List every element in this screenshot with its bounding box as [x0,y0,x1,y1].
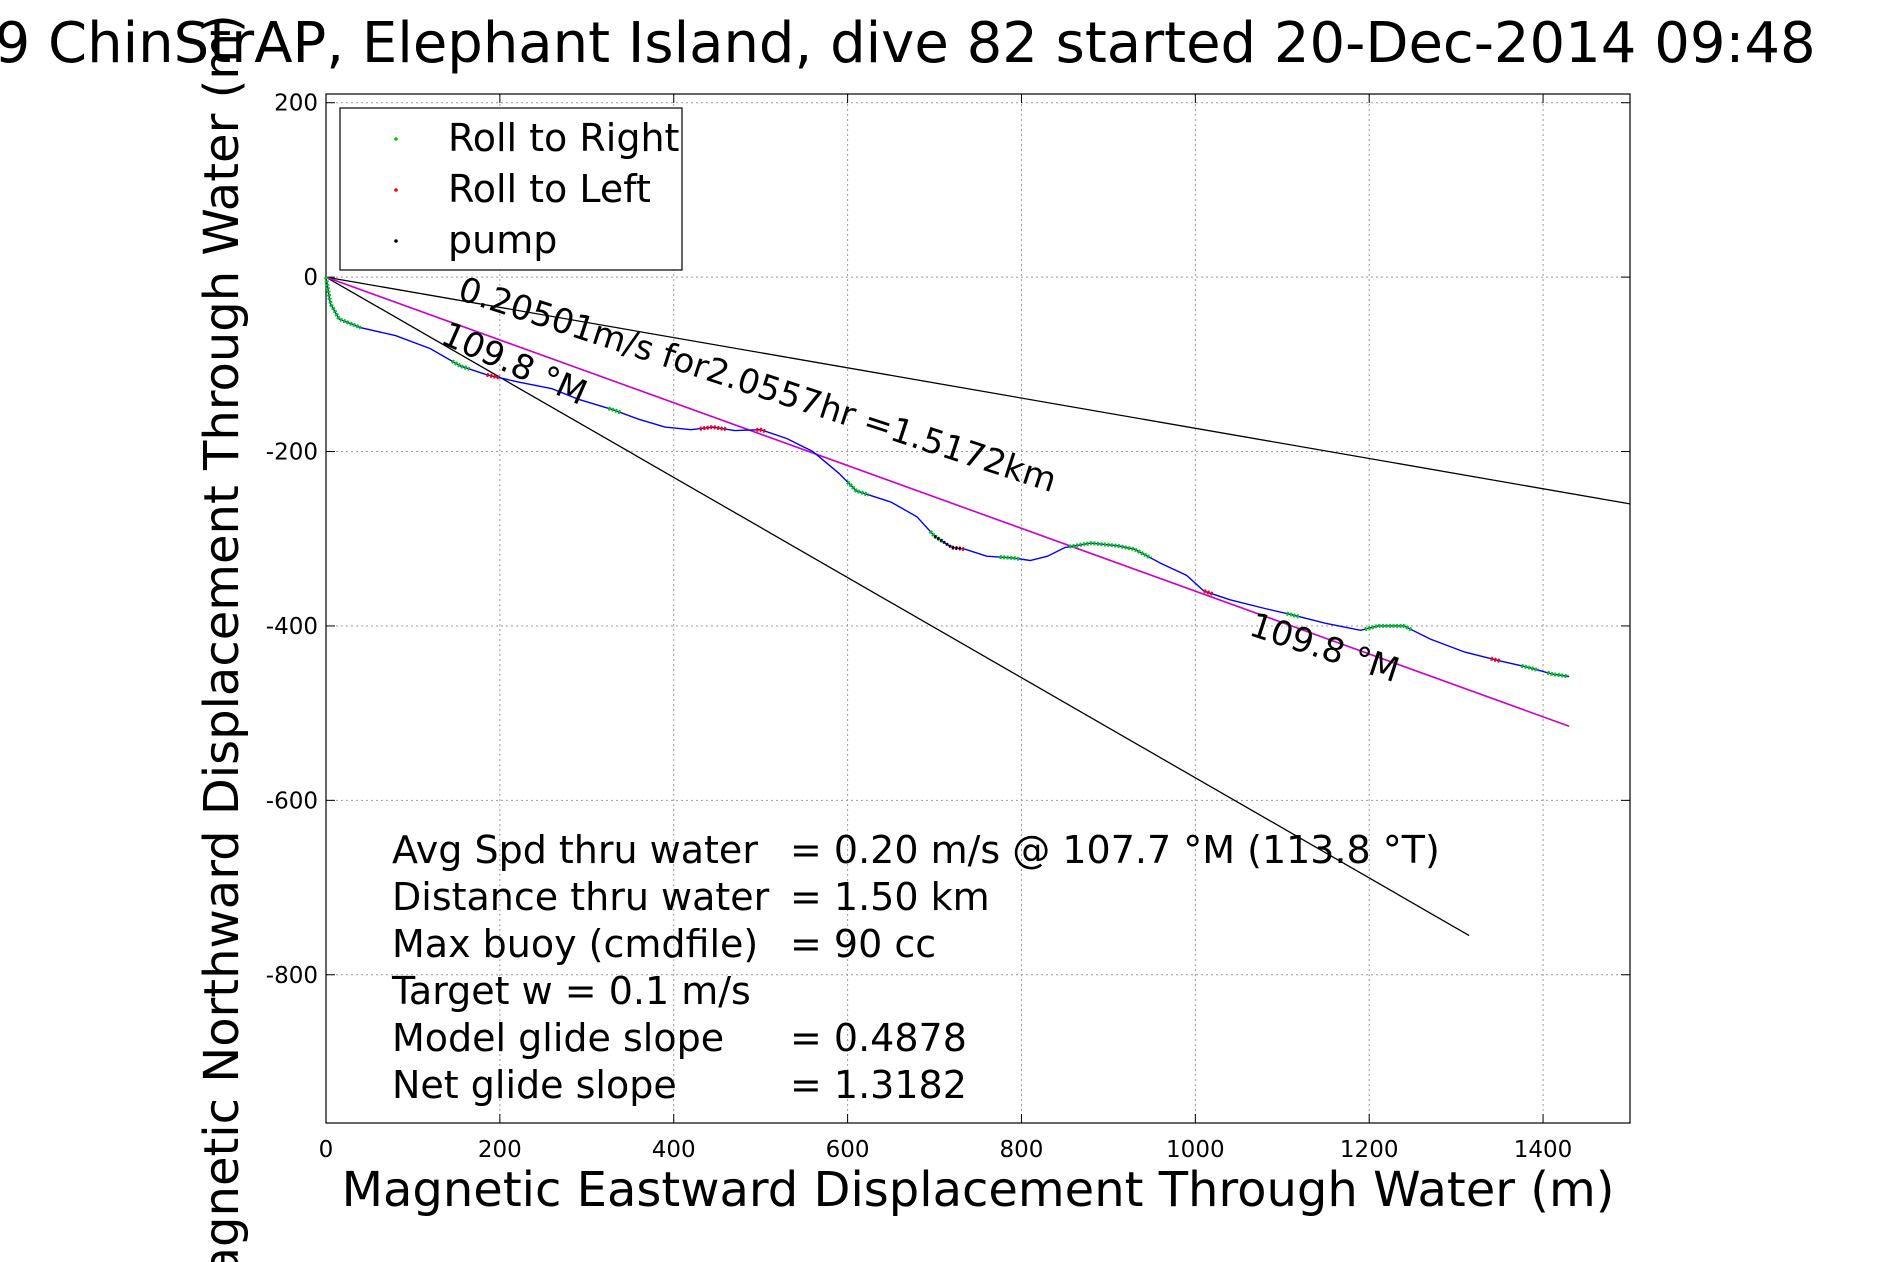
stat-label: Distance thru water [392,875,770,919]
stat-label: Max buoy (cmdfile) [392,922,758,966]
average-heading-line [325,276,1570,727]
roll-right-markers [1520,663,1540,673]
stat-value: = 1.50 km [790,875,990,919]
y-tick-label: -200 [266,440,318,466]
y-tick-label: -600 [266,788,318,814]
y-tick-label: 200 [274,91,318,117]
x-tick-label: 200 [478,1137,522,1163]
x-tick-label: 600 [826,1137,870,1163]
x-tick-label: 1400 [1514,1137,1573,1163]
roll-right-markers [928,529,944,543]
roll-right-markers [1364,623,1413,632]
roll-left-markers [699,425,727,432]
roll-left-markers [1203,589,1214,596]
legend-label: pump [448,218,557,262]
stat-label: Target w = 0.1 m/s [391,969,751,1013]
x-tick-label: 400 [652,1137,696,1163]
heading-envelope-line [325,276,1470,937]
pump-markers [933,534,961,551]
x-tick-label: 0 [319,1137,334,1163]
legend-label: Roll to Left [448,167,651,211]
y-tick-label: -400 [266,614,318,640]
stat-label: Model glide slope [392,1016,724,1060]
stat-value: = 1.3182 [790,1063,967,1107]
roll-left-markers [1490,656,1501,663]
stat-value: = 0.20 m/s @ 107.7 °M (113.8 °T) [790,828,1440,872]
legend-marker [394,188,398,192]
roll-right-markers [607,406,622,415]
chart-title: SG539 ChinStrAP, Elephant Island, dive 8… [0,11,1816,76]
plot-frame [325,93,1631,1124]
legend-label: Roll to Right [448,116,679,160]
roll-right-markers [846,480,870,497]
x-tick-label: 800 [1000,1137,1044,1163]
x-tick-label: 1000 [1166,1137,1225,1163]
stat-value: = 0.4878 [790,1016,967,1060]
x-tick-label: 1200 [1340,1137,1399,1163]
stat-label: Avg Spd thru water [392,828,758,872]
dive-track-line [325,276,1570,678]
stat-value: = 90 cc [790,922,936,966]
heading-envelope-line [325,276,1631,505]
y-tick-label: -800 [266,963,318,989]
legend-marker [394,137,398,141]
y-axis-label: Magnetic Northward Displacement Through … [194,14,250,1262]
legend-marker [394,239,398,243]
roll-left-markers [756,427,766,434]
stat-label: Net glide slope [392,1063,677,1107]
roll-right-markers [1546,670,1569,679]
y-tick-label: 0 [303,265,318,291]
roll-right-markers [324,276,362,330]
roll-right-markers [999,555,1021,562]
x-axis-label: Magnetic Eastward Displacement Through W… [342,1162,1615,1218]
